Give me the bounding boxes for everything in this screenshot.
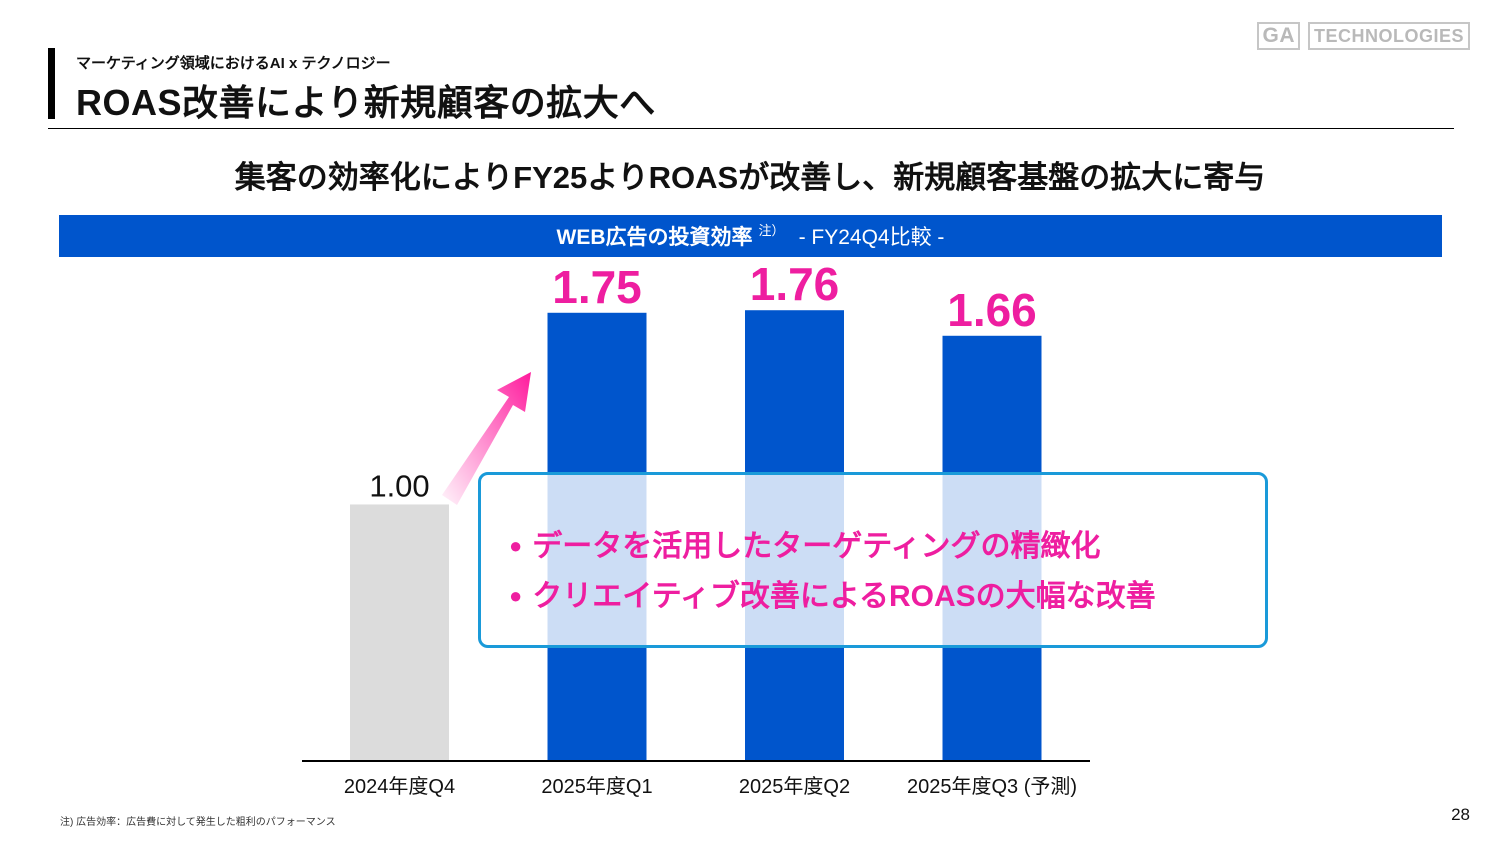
chart-banner: WEB広告の投資効率 注） - FY24Q4比較 - bbox=[59, 215, 1442, 257]
banner-comparison: - FY24Q4比較 - bbox=[798, 226, 945, 249]
page-title: ROAS改善により新規顧客の拡大へ bbox=[76, 82, 656, 123]
category-label-4: 2025年度Q3 (予測) bbox=[907, 775, 1077, 798]
banner-note-marker: 注） bbox=[758, 222, 785, 238]
logo-mark: GA bbox=[1257, 22, 1300, 50]
value-label-3: 1.76 bbox=[750, 258, 840, 310]
footnote: 注) 広告効率：広告費に対して発生した粗利のパフォーマンス bbox=[60, 817, 336, 828]
title-divider bbox=[48, 128, 1454, 129]
category-label-3: 2025年度Q2 bbox=[739, 775, 850, 798]
category-label-1: 2024年度Q4 bbox=[344, 775, 455, 798]
growth-arrow-icon bbox=[442, 372, 531, 505]
highlight-item: クリエイティブ改善によるROASの大幅な改善 bbox=[509, 573, 1155, 623]
highlight-item: データを活用したターゲティングの精緻化 bbox=[509, 523, 1156, 573]
logo-name: TECHNOLOGIES bbox=[1307, 22, 1470, 50]
section-supertitle: マーケティング領域におけるAI x テクノロジー bbox=[76, 55, 391, 72]
highlights-callout: データを活用したターゲティングの精緻化 クリエイティブ改善によるROASの大幅な… bbox=[478, 472, 1268, 648]
value-label-1: 1.00 bbox=[369, 468, 429, 503]
subheading: 集客の効率化によりFY25よりROASが改善し、新規顧客基盤の拡大に寄与 bbox=[234, 160, 1266, 195]
highlights-list: データを活用したターゲティングの精緻化 クリエイティブ改善によるROASの大幅な… bbox=[509, 523, 1156, 623]
banner-main-text: WEB広告の投資効率 bbox=[556, 226, 753, 249]
category-label-2: 2025年度Q1 bbox=[541, 775, 652, 798]
bar-1 bbox=[350, 504, 449, 760]
company-logo: GA TECHNOLOGIES bbox=[1257, 22, 1470, 50]
title-accent-bar bbox=[48, 48, 55, 119]
value-label-4: 1.66 bbox=[947, 284, 1037, 336]
page-number: 28 bbox=[1451, 805, 1470, 824]
value-label-2: 1.75 bbox=[552, 261, 642, 313]
